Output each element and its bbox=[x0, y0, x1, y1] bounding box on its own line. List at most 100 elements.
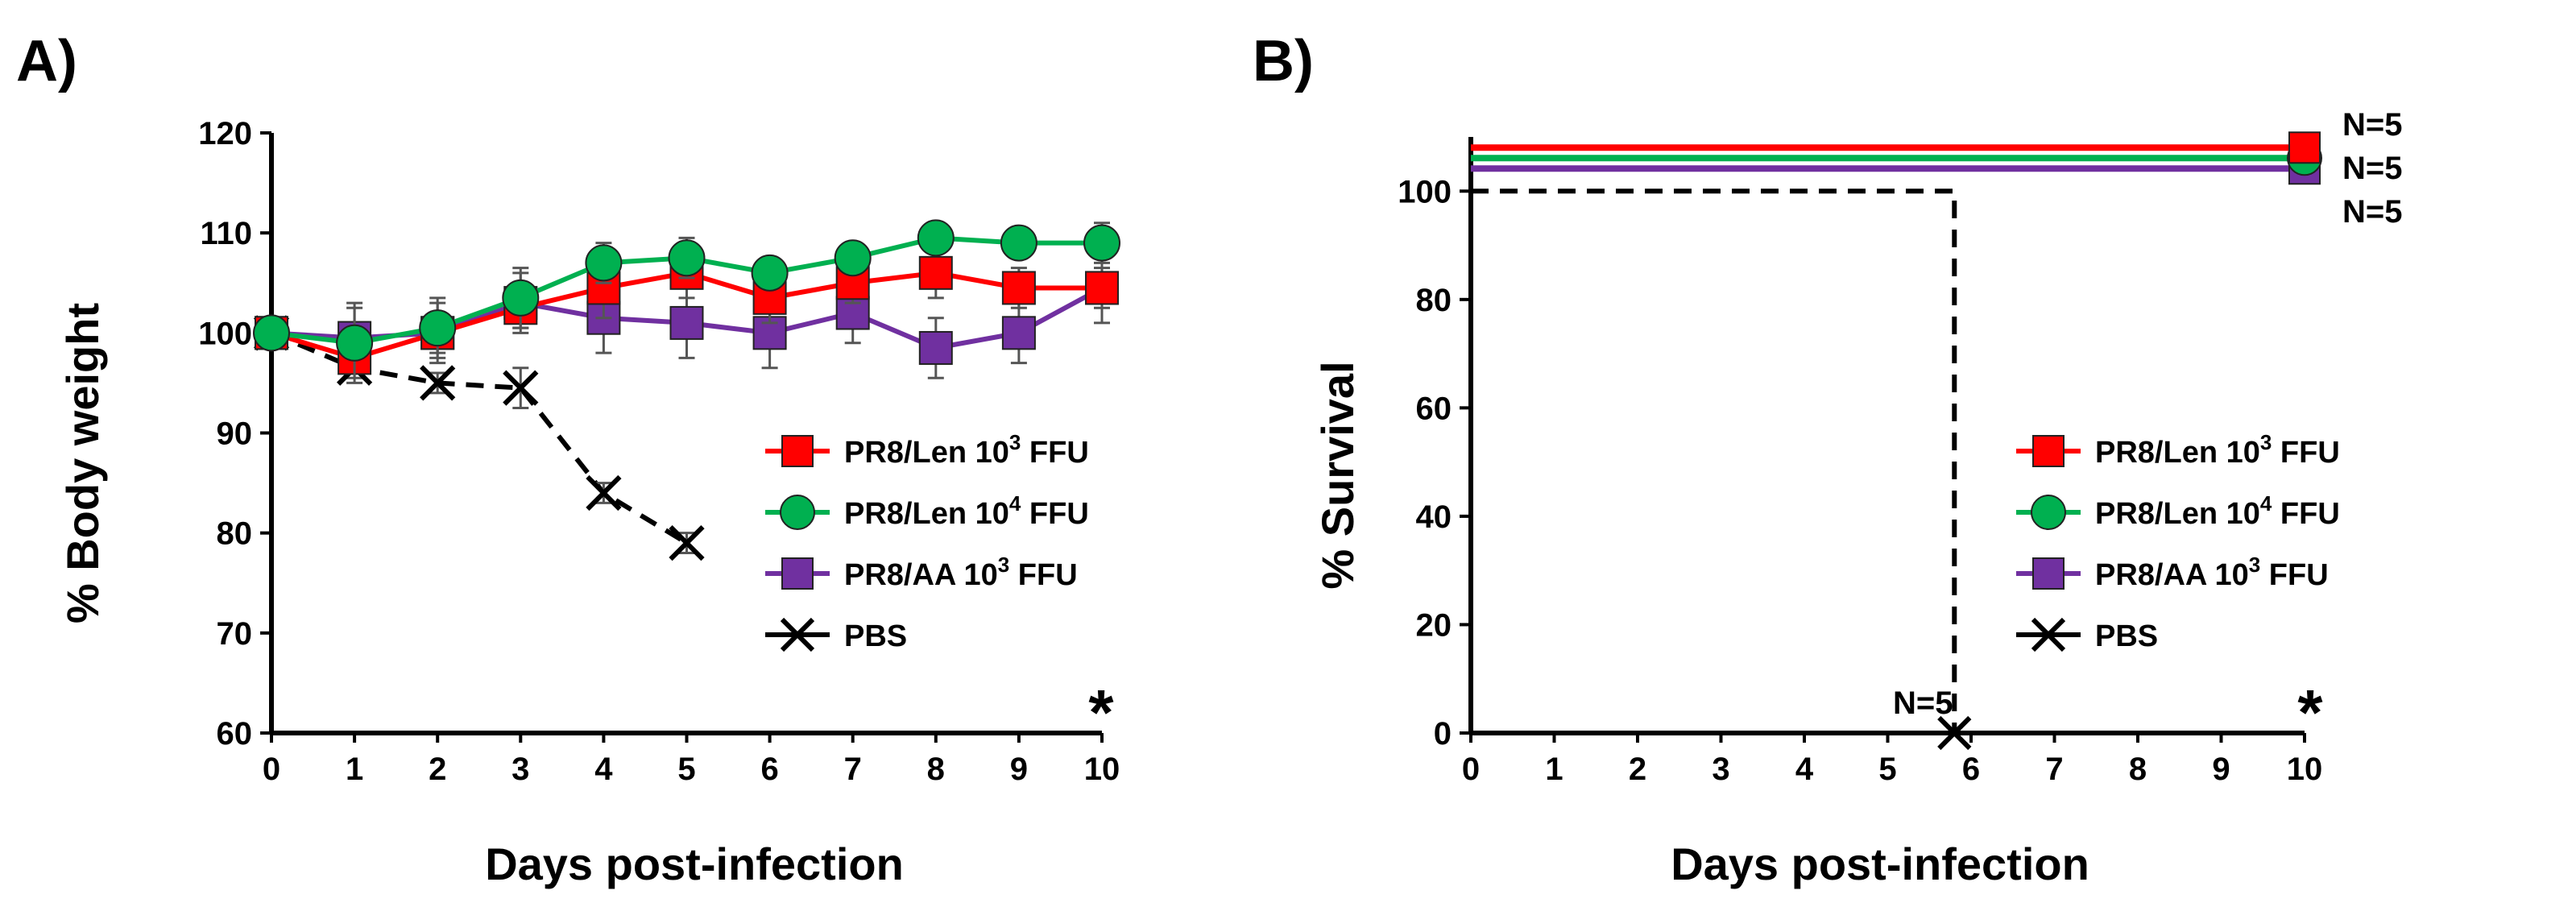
panel-b-series-0 bbox=[1471, 131, 2321, 164]
panel-b-legend-marker-1 bbox=[2031, 495, 2066, 530]
panel-a-legend-label-2: PR8/AA 103 FFU bbox=[844, 553, 1078, 592]
panel-a-point bbox=[669, 524, 705, 561]
panel-a-x-tick-label: 1 bbox=[346, 752, 363, 787]
panel-b-x-tick-label: 8 bbox=[2129, 752, 2147, 787]
panel-b-y-tick-label: 20 bbox=[1416, 607, 1452, 643]
panel-b-legend-label-3: PBS bbox=[2095, 619, 2158, 653]
panel-a-legend-marker-2 bbox=[781, 557, 814, 590]
panel-b-x-tick-label: 4 bbox=[1795, 752, 1814, 787]
panel-a-x-tick-label: 10 bbox=[1084, 752, 1120, 787]
panel-b-legend-marker-3 bbox=[2031, 617, 2066, 652]
panel-b-x-tick-label: 7 bbox=[2045, 752, 2063, 787]
panel-a-series-1 bbox=[253, 219, 1120, 384]
panel-a-axes: 0 1 2 3 4 5 6 7 8 9 10 60 70 80 90 100 110 120 bbox=[198, 116, 1120, 787]
panel-a-series-3 bbox=[253, 315, 705, 561]
panel-a-y-tick-label: 70 bbox=[217, 616, 253, 652]
panel-b-series-3 bbox=[1471, 188, 1972, 751]
panel-b-x-tick-label: 2 bbox=[1629, 752, 1646, 787]
panel-b-n-label-3: N=5 bbox=[1893, 685, 1953, 721]
panel-a-point bbox=[1000, 224, 1037, 262]
panel-b-legend-label-2: PR8/AA 103 FFU bbox=[2095, 553, 2329, 592]
panel-b-legend-marker-0 bbox=[2032, 435, 2065, 467]
panel-a-y-tick-label: 100 bbox=[198, 316, 252, 351]
panel-b-y-axis-title: % Survival bbox=[1312, 361, 1363, 589]
panel-a-y-tick-label: 90 bbox=[217, 416, 253, 452]
panel-b: B) Days post-infection % Survival 0 1 2 3 4 5… bbox=[1253, 29, 2403, 889]
panel-a-legend-marker-3 bbox=[780, 617, 815, 652]
panel-a-point bbox=[585, 244, 623, 282]
panel-b-end-marker-0 bbox=[2288, 131, 2321, 164]
panel-b-y-tick-label: 40 bbox=[1416, 499, 1452, 535]
panel-a-point bbox=[336, 324, 374, 362]
panel-a-point bbox=[918, 255, 953, 290]
panel-b-legend-label-1: PR8/Len 104 FFU bbox=[2095, 491, 2340, 531]
panel-a-legend-label-3: PBS bbox=[844, 619, 907, 653]
panel-a-legend-marker-1 bbox=[780, 495, 815, 530]
panel-a-point bbox=[503, 370, 539, 406]
panel-b-x-tick-label: 5 bbox=[1878, 752, 1896, 787]
panel-b-legend-label-0: PR8/Len 103 FFU bbox=[2095, 430, 2340, 470]
panel-a-x-tick-label: 3 bbox=[511, 752, 529, 787]
panel-a-x-tick-label: 8 bbox=[927, 752, 945, 787]
panel-a-point bbox=[751, 254, 789, 292]
panel-a-y-axis-title: % Body weight bbox=[57, 303, 108, 623]
panel-a-legend-marker-0 bbox=[781, 435, 814, 467]
panel-b-n-label-0: N=5 bbox=[2342, 107, 2403, 143]
panel-a-legend-label-0: PR8/Len 103 FFU bbox=[844, 430, 1089, 470]
panel-b-y-tick-label: 80 bbox=[1416, 283, 1452, 318]
panel-a-y-tick-label: 120 bbox=[198, 116, 252, 151]
panel-b-line-3 bbox=[1471, 188, 1957, 733]
panel-b-x-axis-title: Days post-infection bbox=[1671, 839, 2089, 889]
panel-a-point bbox=[834, 239, 872, 277]
panel-b-x-tick-label: 6 bbox=[1962, 752, 1980, 787]
panel-a-point bbox=[1085, 271, 1119, 305]
panel-b-n-label-1: N=5 bbox=[2342, 151, 2403, 186]
panel-a-point bbox=[420, 365, 456, 401]
panel-a-x-axis-title: Days post-infection bbox=[485, 839, 904, 889]
panel-a-x-tick-label: 7 bbox=[844, 752, 862, 787]
panel-a-label: A) bbox=[16, 29, 77, 93]
panel-a-point bbox=[1001, 316, 1036, 350]
panel-a-point bbox=[502, 279, 540, 317]
panel-a-x-tick-label: 2 bbox=[429, 752, 446, 787]
panel-a-series bbox=[253, 219, 1120, 561]
panel-b-end-labels: N=5 N=5 N=5 N=5 bbox=[1893, 107, 2403, 721]
panel-a-x-tick-label: 4 bbox=[594, 752, 613, 787]
panel-b-asterisk: * bbox=[2297, 677, 2323, 748]
panel-b-x-tick-label: 0 bbox=[1462, 752, 1480, 787]
panel-b-x-tick-label: 1 bbox=[1545, 752, 1563, 787]
panel-b-y-tick-label: 0 bbox=[1434, 716, 1452, 752]
panel-a-x-tick-label: 6 bbox=[760, 752, 778, 787]
panel-b-n-label-2: N=5 bbox=[2342, 194, 2403, 230]
panel-a-y-tick-label: 110 bbox=[200, 216, 252, 251]
panel-a-point bbox=[668, 239, 706, 277]
panel-b-label: B) bbox=[1253, 29, 1314, 93]
panel-a-legend: PR8/Len 103 FFU PR8/Len 104 FFU PR8/AA 103… bbox=[765, 430, 1089, 653]
panel-a-point bbox=[918, 330, 953, 365]
panel-a-y-tick-label: 60 bbox=[217, 716, 253, 752]
panel-b-series bbox=[1471, 131, 2322, 751]
panel-b-x-tick-label: 3 bbox=[1712, 752, 1729, 787]
panel-a-legend-label-1: PR8/Len 104 FFU bbox=[844, 491, 1089, 531]
panel-a-point bbox=[586, 474, 622, 511]
panel-b-x-tick-label: 9 bbox=[2212, 752, 2230, 787]
panel-a-asterisk: * bbox=[1088, 677, 1114, 748]
panel-b-legend-marker-2 bbox=[2032, 557, 2065, 590]
panel-b-end-marker-3 bbox=[1937, 715, 1972, 751]
panel-a-x-tick-label: 0 bbox=[263, 752, 280, 787]
panel-a-point bbox=[1083, 224, 1120, 262]
panel-b-y-tick-label: 100 bbox=[1398, 174, 1452, 209]
panel-b-y-tick-label: 60 bbox=[1416, 391, 1452, 426]
panel-b-x-tick-label: 10 bbox=[2287, 752, 2323, 787]
panel-b-legend: PR8/Len 103 FFU PR8/Len 104 FFU PR8/AA 103… bbox=[2016, 430, 2340, 653]
panel-a-x-tick-label: 9 bbox=[1010, 752, 1028, 787]
panel-a-point bbox=[917, 219, 955, 257]
panel-a-point bbox=[1001, 271, 1036, 305]
panel-a-point bbox=[669, 305, 704, 340]
panel-a-x-tick-label: 5 bbox=[677, 752, 695, 787]
panel-a-point bbox=[253, 314, 290, 352]
panel-a-line-3 bbox=[270, 330, 689, 545]
